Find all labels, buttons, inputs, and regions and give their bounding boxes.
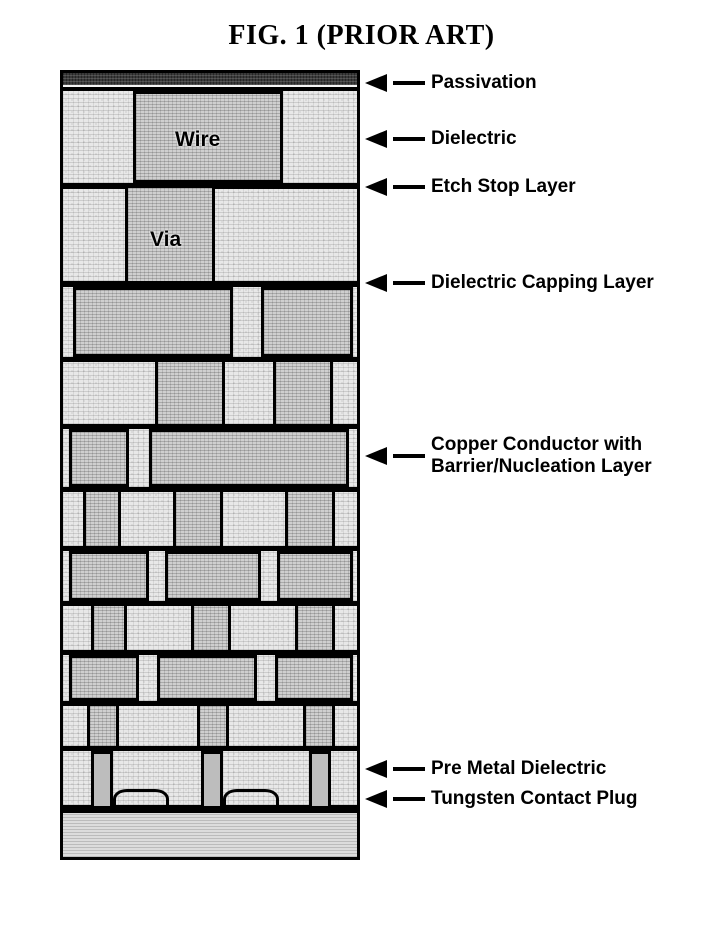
layer-stack	[60, 70, 360, 860]
arrow-icon	[365, 274, 387, 292]
callout-label-pre-metal: Pre Metal Dielectric	[431, 758, 606, 780]
layer-wire-5a	[69, 655, 139, 701]
arrow-icon	[365, 447, 387, 465]
layer-wire-2a	[73, 287, 233, 357]
tungsten-plug-3	[309, 751, 331, 809]
arrow-shaft	[393, 797, 425, 801]
callout-dielectric-capping: Dielectric Capping Layer	[365, 272, 654, 294]
callout-label-etch-stop: Etch Stop Layer	[431, 176, 576, 198]
inlabel-wire: Wire	[175, 128, 220, 152]
callout-label-dielectric: Dielectric	[431, 128, 517, 150]
callout-etch-stop: Etch Stop Layer	[365, 176, 576, 198]
layer-via-5c	[303, 703, 335, 749]
tungsten-plug-1	[91, 751, 113, 809]
arrow-icon	[365, 790, 387, 808]
layer-wire-2b	[261, 287, 353, 357]
layer-via-4b	[191, 603, 231, 653]
layer-via-2b	[273, 359, 333, 427]
callout-label-passivation: Passivation	[431, 72, 537, 94]
layer-wire-4c	[277, 551, 353, 601]
arrow-shaft	[393, 454, 425, 458]
layer-via-5b	[197, 703, 229, 749]
figure-wrap: Passivation Dielectric Etch Stop Layer Diel…	[20, 70, 700, 890]
callout-pre-metal: Pre Metal Dielectric	[365, 758, 606, 780]
layer-via-2a	[155, 359, 225, 427]
callout-label-copper-conductor: Copper Conductor with Barrier/Nucleation…	[431, 434, 652, 478]
layer-wire-3a	[69, 429, 129, 487]
layer-wire-5b	[157, 655, 257, 701]
layer-via-5a	[87, 703, 119, 749]
inlabel-via: Via	[150, 228, 181, 252]
callout-label-dielectric-capping: Dielectric Capping Layer	[431, 272, 654, 294]
arrow-icon	[365, 760, 387, 778]
layer-substrate	[63, 813, 357, 857]
callout-tungsten-plug: Tungsten Contact Plug	[365, 788, 638, 810]
device-bump-2	[223, 789, 279, 809]
layer-wire-4b	[165, 551, 261, 601]
figure-title: FIG. 1 (PRIOR ART)	[20, 20, 703, 52]
layer-wire-3b	[149, 429, 349, 487]
arrow-shaft	[393, 767, 425, 771]
layer-passivation-top	[63, 73, 357, 85]
arrow-icon	[365, 178, 387, 196]
layer-via-4a	[91, 603, 127, 653]
device-bump-1	[113, 789, 169, 809]
callout-label-tungsten-plug: Tungsten Contact Plug	[431, 788, 638, 810]
layer-wire-4a	[69, 551, 149, 601]
layer-wire-5c	[275, 655, 353, 701]
callout-copper-conductor: Copper Conductor with Barrier/Nucleation…	[365, 434, 652, 478]
callout-passivation: Passivation	[365, 72, 537, 94]
arrow-shaft	[393, 185, 425, 189]
layer-via-3b	[173, 489, 223, 549]
arrow-icon	[365, 74, 387, 92]
arrow-shaft	[393, 281, 425, 285]
layer-via-3a	[83, 489, 121, 549]
layer-via-4c	[295, 603, 335, 653]
arrow-shaft	[393, 137, 425, 141]
tungsten-plug-2	[201, 751, 223, 809]
arrow-shaft	[393, 81, 425, 85]
callout-dielectric: Dielectric	[365, 128, 517, 150]
arrow-icon	[365, 130, 387, 148]
layer-via-3c	[285, 489, 335, 549]
